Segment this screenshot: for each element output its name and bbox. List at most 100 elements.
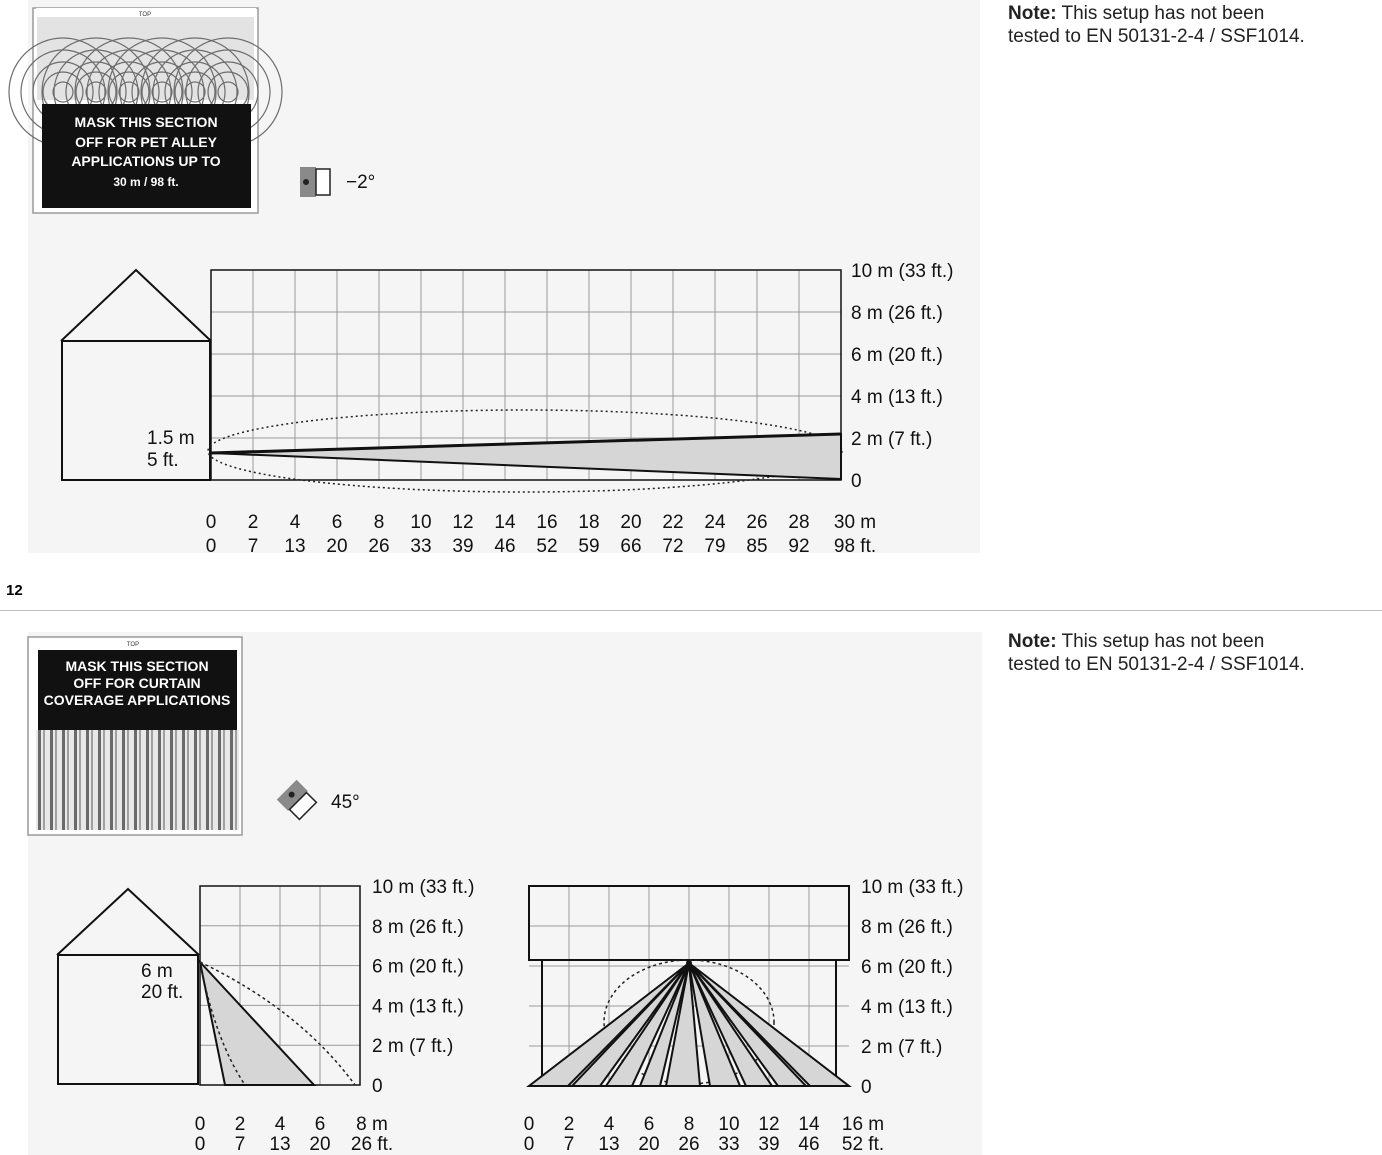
mask-text-line: MASK THIS SECTION — [74, 114, 217, 130]
x-tick-label-ft: 13 — [598, 1134, 619, 1155]
x-tick-label-ft: 33 — [718, 1134, 739, 1155]
x-tick-label-ft: 7 — [564, 1134, 575, 1155]
x-tick-label-ft: 26 — [678, 1134, 699, 1155]
y-tick-label: 10 m (33 ft.) — [372, 877, 474, 898]
x-tick-label-m: 18 — [578, 512, 599, 533]
figure-number: 12 — [6, 582, 23, 599]
x-tick-label-m: 2 — [564, 1114, 575, 1135]
y-tick-label: 6 m (20 ft.) — [372, 957, 464, 978]
y-axis-labels: 10 m (33 ft.) 8 m (26 ft.) 6 m (20 ft.) 4 m… — [851, 261, 953, 492]
x-tick-label-ft: 20 — [326, 536, 347, 557]
x-tick-label-m: 6 — [332, 512, 343, 533]
x-tick-label-m: 6 — [644, 1114, 655, 1135]
mask-text-line: OFF FOR PET ALLEY — [75, 134, 217, 150]
mask-text-line: MASK THIS SECTION — [65, 658, 208, 674]
x-tick-label-m: 30 m — [834, 512, 876, 533]
mount-height-ft: 5 ft. — [147, 450, 179, 471]
x-tick-label-ft: 20 — [309, 1134, 330, 1155]
x-tick-label-ft: 13 — [269, 1134, 290, 1155]
x-tick-label-m: 4 — [275, 1114, 286, 1135]
y-tick-label: 0 — [861, 1077, 872, 1098]
x-tick-label-m: 0 — [195, 1114, 206, 1135]
x-tick-label-m: 0 — [206, 512, 217, 533]
x-tick-label-ft: 98 ft. — [834, 536, 876, 557]
note-label: Note: — [1008, 631, 1057, 652]
x-tick-label-m: 26 — [746, 512, 767, 533]
detector-point — [686, 960, 692, 966]
pet-alley-lens-mask-card: TOP MASK THIS SECTION OFF FOR PET ALLEY … — [8, 7, 283, 214]
x-tick-label-m: 14 — [798, 1114, 820, 1135]
house-icon — [60, 268, 212, 481]
detector-tilt-icon — [276, 779, 318, 821]
x-tick-label-m: 16 m — [842, 1114, 884, 1135]
x-tick-label-m: 8 — [374, 512, 385, 533]
x-tick-label-ft: 59 — [578, 536, 599, 557]
y-tick-label: 4 m (13 ft.) — [851, 387, 943, 408]
mask-text-line: COVERAGE APPLICATIONS — [44, 692, 231, 708]
curtain-lens-mask-card: TOP MASK THIS SECTION OFF FOR CURTAIN CO… — [27, 636, 243, 836]
x-tick-label-m: 0 — [524, 1114, 535, 1135]
x-tick-label-ft: 13 — [284, 536, 305, 557]
x-tick-label-ft: 7 — [248, 536, 259, 557]
curtain-side-coverage — [198, 958, 356, 1086]
x-tick-label-ft: 52 — [536, 536, 557, 557]
x-tick-label-ft: 46 — [798, 1134, 819, 1155]
x-tick-label-m: 8 m — [356, 1114, 388, 1135]
y-tick-label: 10 m (33 ft.) — [861, 877, 963, 898]
note-label: Note: — [1008, 3, 1057, 24]
mount-height-m: 6 m — [141, 961, 173, 982]
y-tick-label: 8 m (26 ft.) — [372, 917, 464, 938]
mask-text-line: APPLICATIONS UP TO — [71, 153, 220, 169]
x-tick-label-ft: 85 — [746, 536, 767, 557]
x-tick-label-ft: 39 — [758, 1134, 779, 1155]
y-tick-label: 6 m (20 ft.) — [851, 345, 943, 366]
x-axis-labels: 0 2 4 6 8 10 12 14 16 m0 7 13 20 26 33 39 46 52 ft. — [524, 1114, 884, 1155]
y-tick-label: 2 m (7 ft.) — [851, 429, 932, 450]
detection-beam — [664, 962, 702, 1087]
x-tick-label-m: 12 — [758, 1114, 779, 1135]
lens-top-label: TOP — [139, 12, 151, 18]
x-tick-label-m: 2 — [235, 1114, 246, 1135]
pet-alley-coverage — [207, 409, 843, 493]
x-tick-label-m: 24 — [704, 512, 726, 533]
x-tick-label-ft: 52 ft. — [842, 1134, 884, 1155]
x-axis-labels: 0 2 4 6 8 10 12 14 16 18 20 22 24 26 28 30 m0 7 13 20 26 33 3… — [206, 512, 876, 557]
x-tick-label-m: 6 — [315, 1114, 326, 1135]
house-icon — [56, 887, 200, 1085]
x-tick-label-ft: 26 ft. — [351, 1134, 393, 1155]
x-tick-label-m: 14 — [494, 512, 516, 533]
y-tick-label: 10 m (33 ft.) — [851, 261, 953, 282]
mask-text-line: OFF FOR CURTAIN — [73, 675, 200, 691]
x-tick-label-ft: 0 — [524, 1134, 535, 1155]
y-tick-label: 4 m (13 ft.) — [372, 996, 464, 1017]
x-tick-label-m: 4 — [604, 1114, 615, 1135]
x-tick-label-ft: 46 — [494, 536, 515, 557]
y-tick-label: 8 m (26 ft.) — [851, 303, 943, 324]
mask-text-line: 30 m / 98 ft. — [113, 175, 178, 189]
y-tick-label: 4 m (13 ft.) — [861, 997, 953, 1018]
x-tick-label-m: 12 — [452, 512, 473, 533]
note-text-line1: This setup has not been — [1061, 3, 1265, 24]
y-tick-label: 8 m (26 ft.) — [861, 917, 953, 938]
note-curtain: Note: This setup has not been tested to … — [1008, 630, 1305, 676]
note-text-line1: This setup has not been — [1061, 631, 1265, 652]
x-tick-label-m: 10 — [410, 512, 431, 533]
mask-section — [38, 650, 237, 730]
note-pet-alley: Note: This setup has not been tested to … — [1008, 2, 1305, 48]
y-tick-label: 6 m (20 ft.) — [861, 957, 953, 978]
x-tick-label-ft: 20 — [638, 1134, 659, 1155]
x-tick-label-ft: 0 — [195, 1134, 206, 1155]
x-tick-label-ft: 7 — [235, 1134, 246, 1155]
curtain-lens-graphic — [36, 730, 239, 830]
tilt-angle-label: −2° — [346, 172, 375, 193]
y-axis-labels: 10 m (33 ft.) 8 m (26 ft.) 6 m (20 ft.) 4 m… — [861, 877, 963, 1098]
mask-section — [42, 104, 251, 208]
y-tick-label: 0 — [851, 471, 862, 492]
x-tick-label-m: 20 — [620, 512, 641, 533]
x-tick-label-ft: 0 — [206, 536, 217, 557]
x-tick-label-m: 16 — [536, 512, 557, 533]
x-tick-label-ft: 33 — [410, 536, 431, 557]
detection-beam — [688, 962, 852, 1087]
y-tick-label: 2 m (7 ft.) — [861, 1037, 942, 1058]
detection-beam — [526, 962, 690, 1087]
